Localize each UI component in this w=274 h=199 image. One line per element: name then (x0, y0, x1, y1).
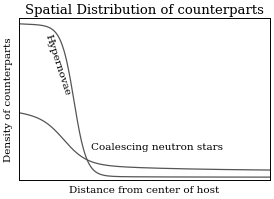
Y-axis label: Density of counterparts: Density of counterparts (4, 37, 13, 162)
Text: Hypernovae: Hypernovae (44, 33, 72, 97)
Text: Coalescing neutron stars: Coalescing neutron stars (91, 143, 223, 152)
Title: Spatial Distribution of counterparts: Spatial Distribution of counterparts (25, 4, 264, 17)
X-axis label: Distance from center of host: Distance from center of host (69, 186, 219, 195)
